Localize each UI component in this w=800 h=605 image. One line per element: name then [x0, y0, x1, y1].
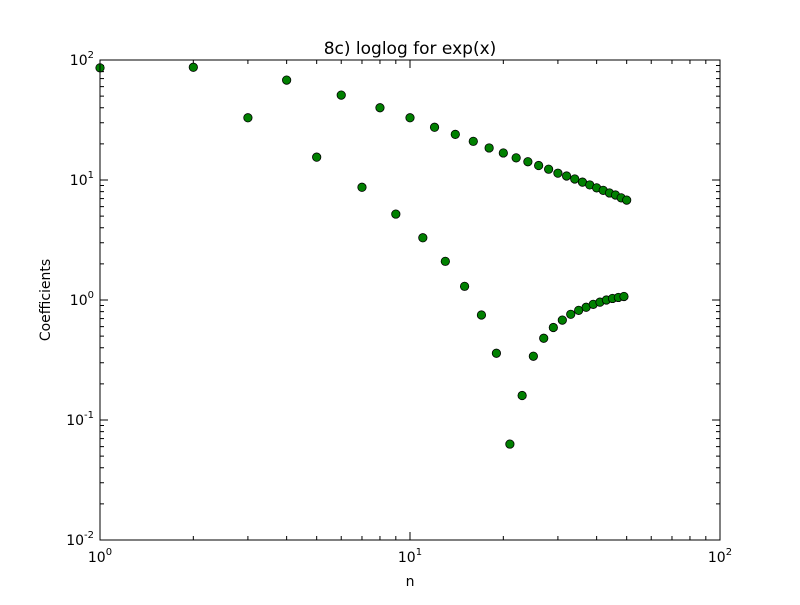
x-tick-label: 102 — [708, 547, 732, 566]
y-tick-label-base: 10 — [66, 533, 84, 549]
data-point — [557, 315, 567, 325]
y-tick-label: 102 — [70, 50, 94, 69]
data-point — [544, 164, 554, 174]
x-axis-label: n — [406, 574, 415, 590]
data-point — [312, 152, 322, 162]
data-series — [95, 62, 632, 449]
plot-background — [100, 60, 720, 540]
data-point — [188, 62, 198, 72]
data-point — [429, 122, 440, 132]
data-point — [336, 90, 346, 100]
data-point — [570, 174, 580, 184]
x-tick-label-base: 10 — [88, 550, 106, 566]
y-tick-label-exponent: 1 — [88, 170, 94, 181]
data-point — [534, 160, 544, 171]
data-point — [357, 182, 367, 192]
data-point — [505, 439, 515, 449]
x-tick-label-exponent: 1 — [416, 547, 422, 558]
data-point — [619, 291, 629, 302]
y-tick-label-base: 10 — [70, 53, 88, 69]
y-tick-label: 10-1 — [66, 410, 94, 429]
data-point — [243, 113, 253, 123]
data-point — [498, 148, 508, 158]
chart-title: 8c) loglog for exp(x) — [324, 39, 497, 59]
data-point — [491, 348, 502, 358]
data-point — [511, 153, 521, 163]
data-point — [553, 168, 563, 178]
y-tick-label: 10-2 — [66, 530, 94, 549]
x-tick-label: 100 — [88, 547, 112, 566]
plot-frame — [99, 59, 721, 541]
data-point — [548, 322, 558, 333]
data-point — [418, 233, 428, 243]
x-tick-label-base: 10 — [708, 550, 726, 566]
y-tick-label-exponent: -2 — [84, 530, 94, 541]
y-tick-label-exponent: -1 — [84, 410, 94, 421]
data-point — [476, 310, 487, 320]
data-point — [566, 309, 576, 319]
data-point — [528, 351, 538, 361]
y-tick-label: 100 — [70, 290, 94, 309]
x-tick-label-base: 10 — [398, 550, 416, 566]
x-tick-label-exponent: 0 — [106, 547, 112, 558]
x-tick-label-exponent: 2 — [726, 547, 732, 558]
data-point — [459, 281, 470, 291]
data-point — [539, 333, 549, 343]
y-tick-label-exponent: 0 — [88, 290, 94, 301]
data-point — [622, 195, 632, 205]
data-point — [375, 103, 385, 113]
y-tick-label-base: 10 — [70, 293, 88, 309]
y-tick-label-base: 10 — [66, 413, 84, 429]
y-axis-label: Coefficients — [38, 259, 54, 341]
y-tick-label: 101 — [70, 170, 94, 189]
data-point — [561, 171, 572, 181]
x-tick-label: 101 — [398, 547, 422, 566]
data-point — [405, 113, 415, 123]
data-point — [391, 209, 401, 219]
data-point — [282, 75, 292, 85]
data-point — [484, 143, 494, 153]
data-point — [517, 390, 527, 401]
y-tick-label-exponent: 2 — [88, 50, 94, 61]
data-point — [440, 256, 450, 266]
y-tick-label-base: 10 — [70, 173, 88, 189]
data-point — [523, 157, 533, 167]
data-point — [468, 136, 478, 146]
data-point — [450, 129, 460, 139]
